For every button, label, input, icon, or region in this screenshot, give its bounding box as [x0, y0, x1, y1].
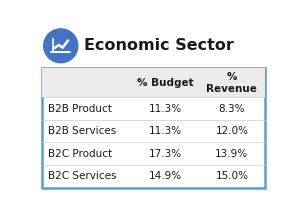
Text: 17.3%: 17.3% [148, 149, 182, 159]
Text: 15.0%: 15.0% [215, 171, 248, 181]
Text: B2C Services: B2C Services [48, 171, 117, 181]
Text: 12.0%: 12.0% [215, 126, 248, 136]
Text: % Budget: % Budget [136, 78, 193, 88]
Text: 11.3%: 11.3% [148, 126, 182, 136]
Text: 8.3%: 8.3% [219, 104, 245, 114]
FancyBboxPatch shape [42, 68, 266, 187]
Text: %
Revenue: % Revenue [206, 72, 257, 94]
Text: B2B Product: B2B Product [48, 104, 112, 114]
Text: 13.9%: 13.9% [215, 149, 248, 159]
Text: 14.9%: 14.9% [148, 171, 182, 181]
FancyBboxPatch shape [42, 68, 266, 97]
Text: B2C Product: B2C Product [48, 149, 112, 159]
Text: 11.3%: 11.3% [148, 104, 182, 114]
Text: B2B Services: B2B Services [48, 126, 117, 136]
Text: Economic Sector: Economic Sector [84, 38, 234, 53]
Circle shape [44, 29, 78, 63]
